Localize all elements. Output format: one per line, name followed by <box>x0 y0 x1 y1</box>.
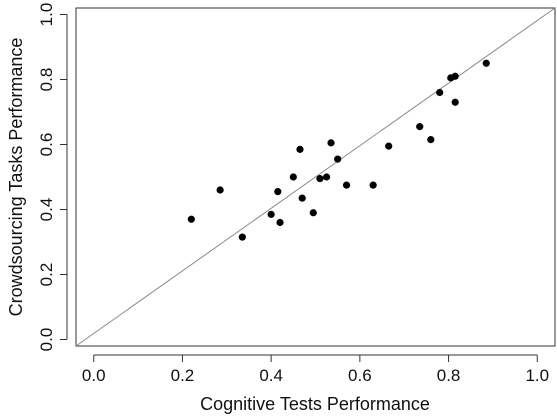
data-point <box>238 233 246 241</box>
data-point <box>342 181 351 189</box>
y-tick-label: 0.6 <box>37 133 56 157</box>
data-point <box>427 136 435 144</box>
data-point <box>187 215 195 223</box>
y-axis: 0.0 0.2 0.4 0.6 0.8 1.0 <box>37 3 68 352</box>
data-point <box>482 59 490 67</box>
x-axis-label: Cognitive Tests Performance <box>200 394 430 414</box>
x-axis: 0.0 0.2 0.4 0.6 0.8 1.0 <box>82 354 549 385</box>
x-tick-label: 0.4 <box>259 366 283 385</box>
data-points <box>187 59 490 241</box>
data-point <box>316 175 324 183</box>
data-point <box>267 210 275 218</box>
x-tick-label: 0.0 <box>82 366 106 385</box>
data-point <box>289 173 297 181</box>
x-tick-label: 0.6 <box>348 366 372 385</box>
data-point <box>334 155 342 163</box>
data-point <box>385 142 393 150</box>
y-axis-label: Crowdsourcing Tasks Performance <box>6 38 26 317</box>
y-tick-label: 0.2 <box>37 263 56 287</box>
data-point <box>216 186 224 194</box>
data-point <box>436 88 444 97</box>
y-tick-label: 1.0 <box>37 3 56 27</box>
data-point <box>451 72 459 80</box>
y-tick-label: 0.4 <box>37 198 56 222</box>
x-tick-label: 0.2 <box>171 366 195 385</box>
reference-line <box>75 7 556 347</box>
plot-frame <box>75 7 556 347</box>
x-tick-label: 1.0 <box>525 366 549 385</box>
y-tick-label: 0.0 <box>37 328 56 352</box>
y-tick-label: 0.8 <box>37 68 56 92</box>
data-point <box>276 218 284 227</box>
data-point <box>274 188 282 196</box>
data-point <box>309 209 317 217</box>
data-point <box>451 98 459 106</box>
data-point <box>416 123 424 131</box>
data-point <box>298 194 306 202</box>
data-point <box>327 139 335 147</box>
x-tick-label: 0.8 <box>437 366 461 385</box>
data-point <box>322 173 331 181</box>
data-point <box>369 181 377 189</box>
data-point <box>296 145 304 153</box>
